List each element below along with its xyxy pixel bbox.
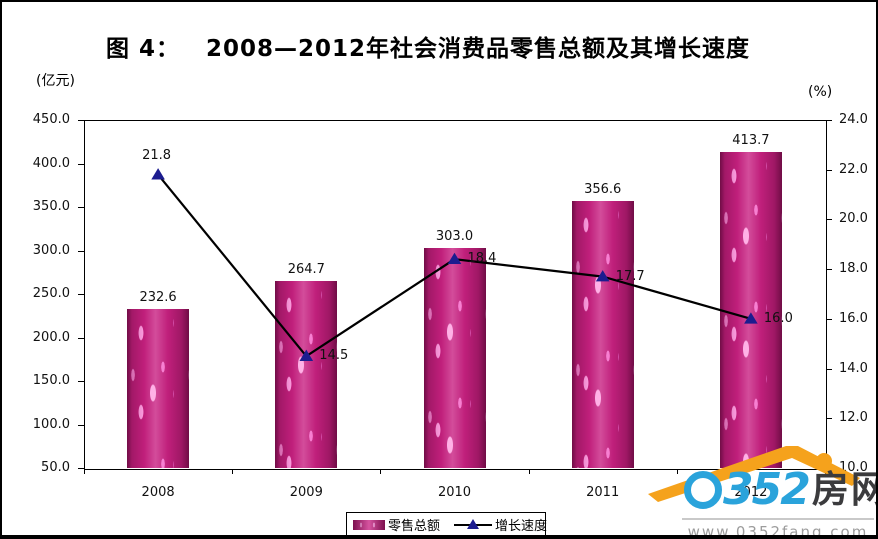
bar-value-label-2011: 356.6 [584,182,622,198]
y-right-tick [826,368,832,370]
bar-2012 [719,151,782,468]
y-left-tick [78,163,84,165]
y-left-label-450: 450.0 [32,112,70,127]
bar-value-label-2010: 303.0 [435,228,474,244]
figure-title-text: 2008—2012年社会消费品零售总额及其增长速度 [206,36,751,62]
growth-rate-line [157,173,752,358]
y-right-label-18: 18.0 [839,261,868,277]
x-tick [84,469,85,474]
y-left-label-300: 300.0 [32,242,70,258]
x-tick [232,469,234,474]
growth-value-label-2008: 21.8 [142,147,172,163]
growth-value-label-2009: 14.5 [319,348,349,364]
bar-2009 [275,281,338,468]
y-right-tick [826,169,832,171]
left-axis-unit: (亿元) [36,73,75,89]
growth-marker-2012 [744,312,758,324]
x-tick [528,469,530,474]
legend: 零售总额 增长速度 [346,512,548,535]
y-left-label-50: 50.0 [41,460,70,475]
roof-icon [648,446,860,502]
y-left-tick [78,468,84,469]
figure-number: 图 4： [106,36,181,62]
watermark-url: www.0352fang.com [682,518,874,535]
y-right-label-22: 22.0 [839,161,868,177]
x-tick [676,469,678,474]
bar-2011 [571,201,634,468]
y-right-tick [826,219,832,221]
y-right-label-12: 12.0 [839,410,868,426]
chart-title: 图 4： 2008—2012年社会消费品零售总额及其增长速度 [106,29,750,63]
bar-2010 [423,247,486,468]
y-left-label-400: 400.0 [32,155,70,171]
y-right-tick [826,120,832,121]
y-left-label-350: 350.0 [32,199,70,214]
logo-zero-ring [684,471,722,509]
legend-bar-label: 零售总额 [388,519,441,534]
watermark-logo: 352 房网 www.0352fang.com [620,442,876,535]
y-right-label-20: 20.0 [839,211,868,227]
x-label-2011: 2011 [586,485,620,500]
y-left-tick [78,120,84,121]
growth-marker-2011 [595,270,610,282]
y-right-label-14: 14.0 [839,360,868,376]
growth-value-label-2010: 18.4 [467,251,497,267]
legend-line-swatch [454,518,493,531]
growth-marker-2008 [151,168,165,180]
y-left-tick [78,250,84,252]
y-right-label-24: 24.0 [839,112,868,127]
x-label-2010: 2010 [437,485,472,500]
legend-line-label: 增长速度 [495,519,548,534]
y-right-label-16: 16.0 [839,310,868,326]
y-left-label-250: 250.0 [32,286,70,301]
y-left-tick [78,424,84,426]
right-axis-unit: (%) [808,84,833,100]
y-left-label-200: 200.0 [32,329,70,345]
logo-cn-text: 房网 [811,468,876,511]
x-label-2009: 2009 [289,485,323,500]
y-right-tick [826,318,832,320]
x-label-2008: 2008 [141,485,175,500]
y-right-tick [826,269,832,271]
x-tick [380,469,382,474]
growth-marker-2010 [447,252,462,264]
y-left-label-100: 100.0 [32,416,70,432]
y-left-tick [78,207,84,208]
y-left-label-150: 150.0 [32,373,70,388]
bar-2008 [127,309,190,468]
y-left-tick [78,294,84,295]
bar-value-label-2012: 413.7 [732,132,770,148]
watermark-brand: 352 房网 [684,464,876,515]
logo-digits: 352 [723,464,811,515]
legend-triangle-marker-icon [467,519,480,529]
growth-marker-2009 [299,349,314,361]
line-layer [151,168,758,361]
legend-bar-swatch [353,519,385,530]
bar-value-label-2009: 264.7 [287,262,325,278]
y-left-tick [78,337,84,339]
bar-value-label-2008: 232.6 [139,290,177,306]
x-label-2012: 2012 [734,485,768,500]
y-right-tick [826,418,832,420]
growth-value-label-2012: 16.0 [763,310,793,326]
y-left-tick [78,381,84,382]
growth-value-label-2011: 17.7 [615,268,645,284]
